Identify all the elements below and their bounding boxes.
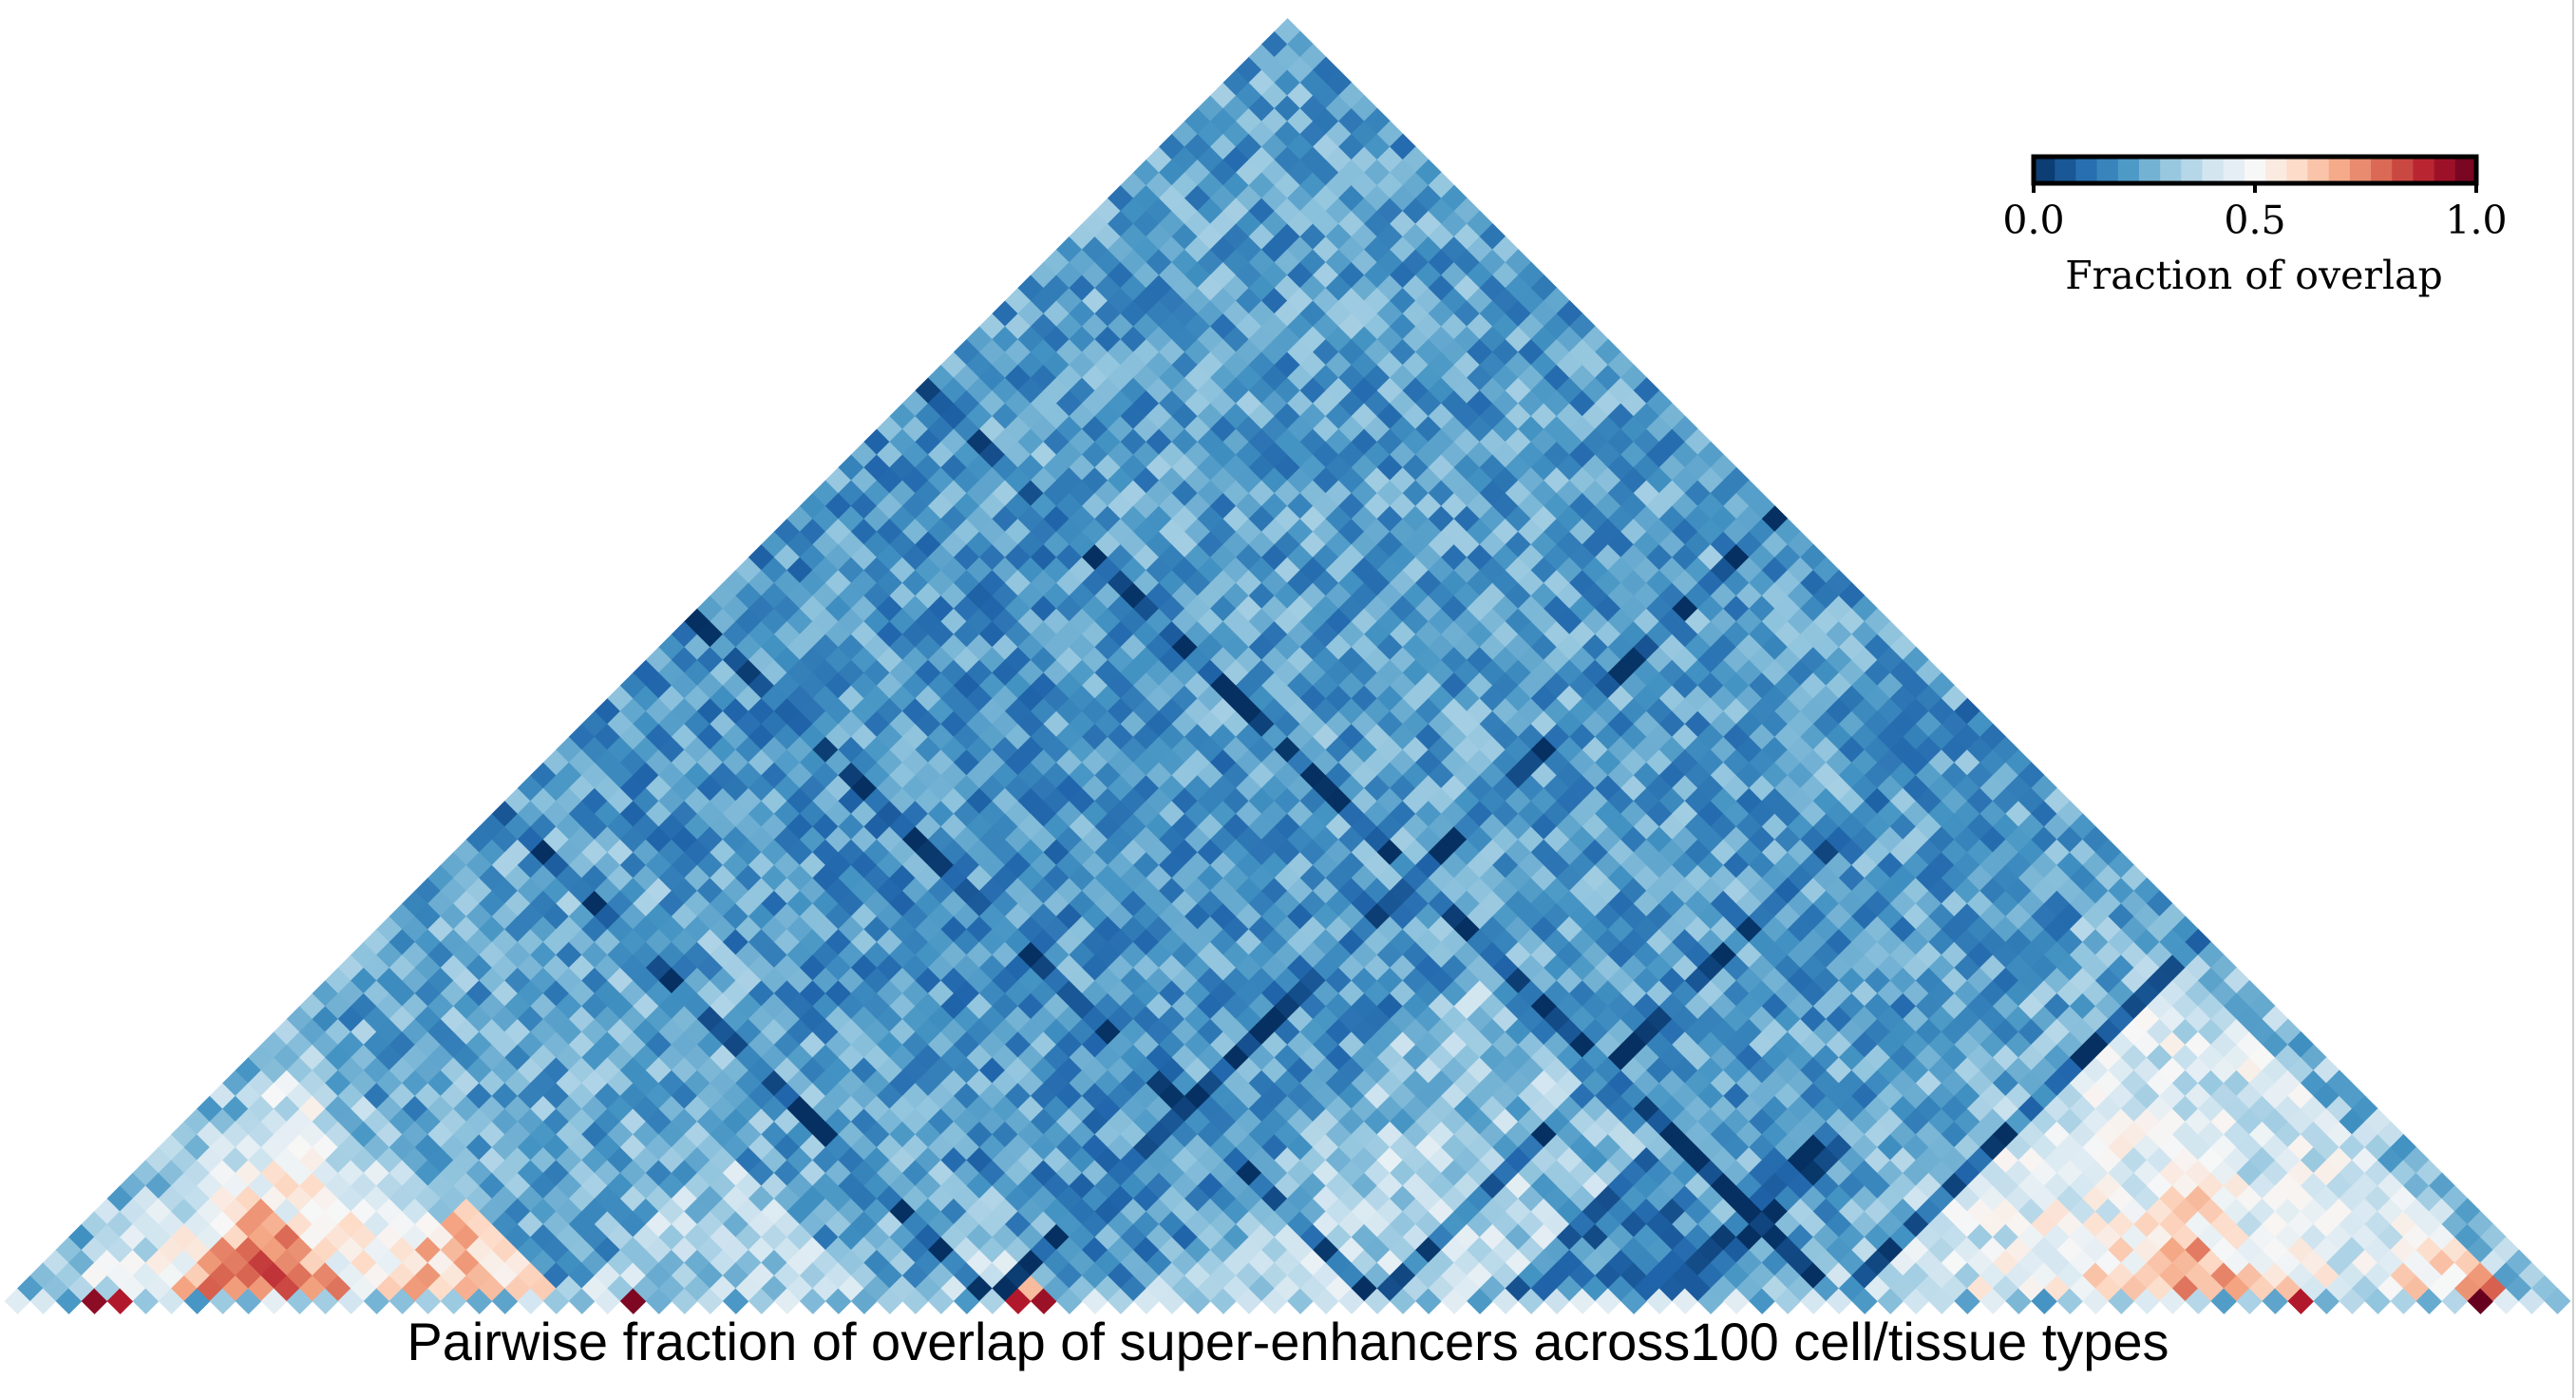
heatmap-cells <box>4 18 2571 1314</box>
